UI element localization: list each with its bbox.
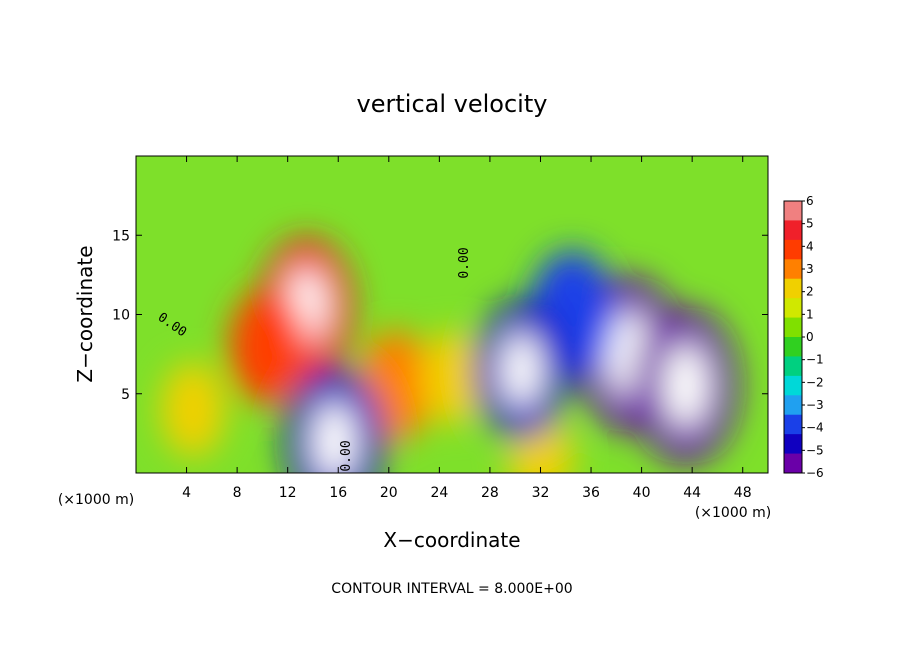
velocity-core-6 — [312, 400, 357, 473]
x-tick-label-44: 44 — [683, 485, 701, 501]
colorbar-swatch-2 — [784, 239, 802, 260]
x-tick-label-32: 32 — [532, 485, 550, 501]
x-tick-label-12: 12 — [279, 485, 297, 501]
y-tick-label-5: 5 — [121, 387, 130, 403]
velocity-cell-1 — [229, 287, 309, 405]
colorbar-label-7: −1 — [806, 353, 824, 367]
colorbar-label-5: 1 — [806, 307, 814, 321]
x-unit-label-right: (×1000 m) — [695, 505, 771, 521]
colorbar-label-0: 6 — [806, 194, 814, 208]
colorbar-swatch-3 — [784, 259, 802, 280]
colorbar-label-3: 3 — [806, 262, 814, 276]
colorbar-swatch-8 — [784, 356, 802, 377]
colorbar-swatch-1 — [784, 220, 802, 241]
x-tick-label-48: 48 — [734, 485, 752, 501]
colorbar-swatch-6 — [784, 317, 802, 338]
colorbar-swatch-9 — [784, 375, 802, 396]
colorbar-label-1: 5 — [806, 217, 814, 231]
colorbar-swatch-11 — [784, 414, 802, 435]
colorbar-label-9: −3 — [806, 398, 824, 412]
x-tick-label-20: 20 — [380, 485, 398, 501]
colorbar-swatch-10 — [784, 395, 802, 416]
colorbar-label-11: −5 — [806, 443, 824, 457]
contour-label-1: 0.00 — [457, 247, 472, 278]
x-tick-label-16: 16 — [329, 485, 347, 501]
contour-label-2: 0.00 — [339, 440, 354, 471]
colorbar-label-2: 4 — [806, 239, 814, 253]
x-tick-label-36: 36 — [582, 485, 600, 501]
colorbar-label-12: −6 — [806, 466, 824, 480]
x-axis-label: X−coordinate — [383, 528, 520, 552]
x-tick-label-4: 4 — [182, 485, 191, 501]
y-axis-label: Z−coordinate — [73, 245, 97, 382]
colorbar-swatch-7 — [784, 337, 802, 357]
velocity-cell-4 — [420, 330, 484, 426]
velocity-core-10 — [500, 332, 543, 408]
velocity-cell-3 — [160, 362, 225, 457]
colorbar-swatch-4 — [784, 278, 802, 299]
colorbar-swatch-12 — [784, 434, 802, 455]
colorbar-label-10: −4 — [806, 421, 824, 435]
x-tick-label-8: 8 — [233, 485, 242, 501]
velocity-core-8 — [662, 343, 710, 429]
colorbar-swatch-0 — [784, 201, 802, 221]
colorbar-label-8: −2 — [806, 375, 824, 389]
y-tick-label-10: 10 — [112, 308, 130, 324]
x-tick-label-40: 40 — [633, 485, 651, 501]
colorbar-label-4: 2 — [806, 285, 814, 299]
plot-area: 0.000.000.00 — [136, 156, 768, 473]
field — [136, 156, 768, 473]
colorbar: 6 5 4 3 2 1 0 −1 −2 −3 −4 −5 −6 — [783, 194, 824, 480]
x-tick-label-28: 28 — [481, 485, 499, 501]
colorbar-label-6: 0 — [806, 330, 814, 344]
chart-title: vertical velocity — [357, 90, 548, 118]
colorbar-swatch-13 — [784, 453, 802, 474]
colorbar-swatch-5 — [784, 298, 802, 319]
x-unit-label: (×1000 m) — [58, 492, 134, 508]
x-tick-label-24: 24 — [430, 485, 448, 501]
y-tick-label-15: 15 — [112, 228, 130, 244]
field-shading — [160, 237, 738, 473]
contour-interval-note: CONTOUR INTERVAL = 8.000E+00 — [331, 581, 572, 597]
